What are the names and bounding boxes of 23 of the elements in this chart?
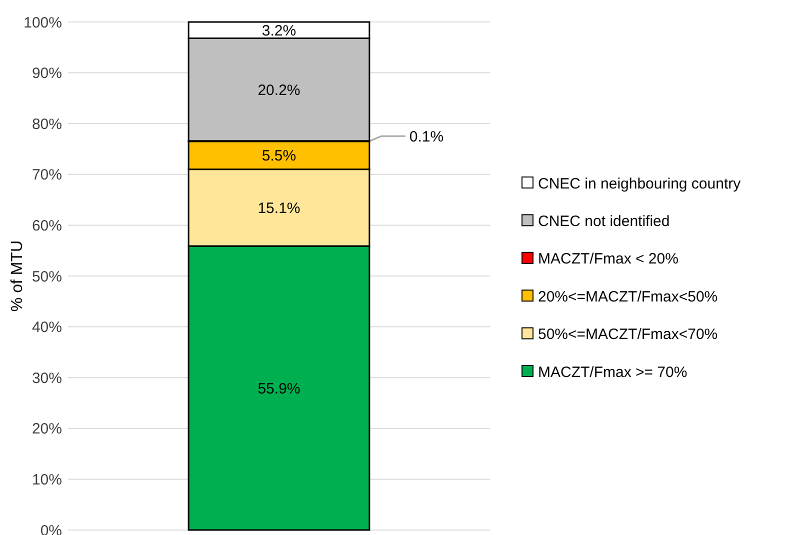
data-label: 20.2%: [258, 82, 300, 99]
legend-label: MACZT/Fmax >= 70%: [538, 364, 688, 381]
data-label: 3.2%: [262, 22, 296, 40]
data-label: 15.1%: [258, 200, 300, 217]
legend-label: 50%<=MACZT/Fmax<70%: [538, 326, 718, 344]
data-label: 5.5%: [262, 148, 296, 165]
y-tick-label: 50%: [32, 268, 62, 286]
y-tick-label: 30%: [32, 370, 62, 387]
legend-label: MACZT/Fmax < 20%: [538, 250, 678, 268]
y-tick-label: 40%: [32, 319, 62, 336]
y-tick-label: 90%: [32, 65, 62, 82]
y-tick-label: 10%: [32, 471, 62, 488]
legend-label: CNEC not identified: [538, 212, 670, 230]
y-tick-label: 100%: [24, 14, 62, 32]
y-tick-label: 20%: [32, 420, 62, 438]
data-label: 0.1%: [409, 128, 444, 146]
y-tick-label: 60%: [32, 217, 62, 234]
legend-label: 20%<=MACZT/Fmax<50%: [538, 288, 718, 306]
y-tick-label: 80%: [32, 116, 62, 133]
y-tick-label: 70%: [32, 166, 62, 184]
data-label: 55.9%: [258, 380, 300, 398]
y-axis-title: % of MTU: [9, 240, 26, 312]
legend-label: CNEC in neighbouring country: [538, 175, 742, 192]
